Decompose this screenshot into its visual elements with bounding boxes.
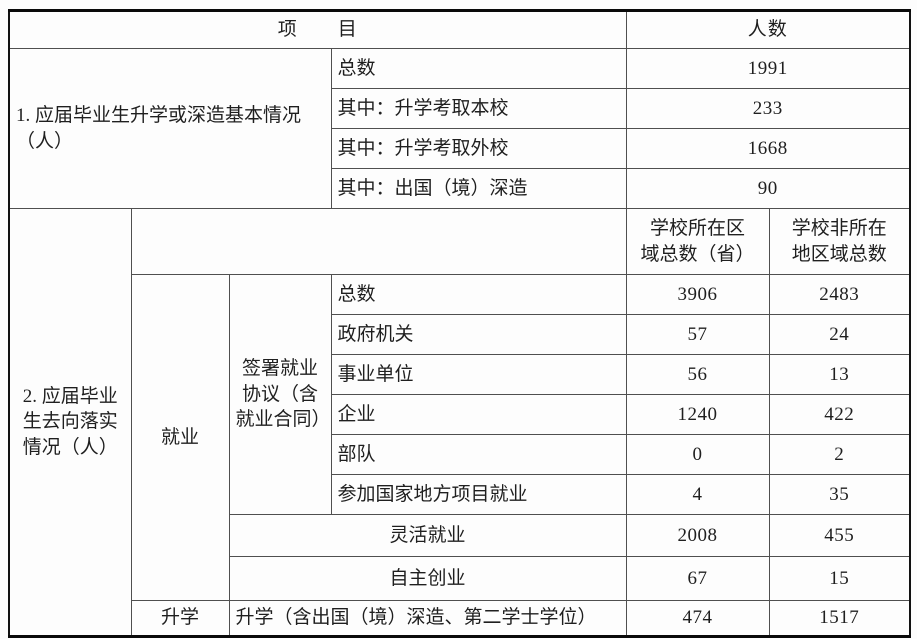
row-label: 参加国家地方项目就业: [330, 474, 627, 515]
row-value-nonlocal: 2: [768, 434, 911, 475]
row-label: 其中：升学考取本校: [330, 88, 627, 129]
column-header-item: 项 目: [8, 10, 627, 49]
further-study-category-label: 升学: [130, 600, 230, 637]
row-value-nonlocal: 1517: [768, 600, 911, 637]
column-header-count: 人数: [625, 10, 911, 49]
table-row: 企业 1240 422: [9, 394, 911, 435]
section2-label: 2. 应届毕业生去向落实情况（人）: [8, 208, 132, 637]
row-value-nonlocal: 13: [768, 354, 911, 395]
table-row: 事业单位 56 13: [9, 354, 911, 395]
agreement-category-label: 签署就业协议（含就业合同）: [228, 274, 332, 515]
row-label: 总数: [330, 48, 627, 89]
row-label-flexible-employment: 灵活就业: [228, 514, 627, 557]
table-row: 政府机关 57 24: [9, 314, 911, 355]
column-header-local-line2: 域总数（省）: [640, 243, 755, 265]
row-label: 其中：升学考取外校: [330, 128, 627, 169]
row-label: 总数: [330, 274, 627, 315]
row-value-local: 56: [625, 354, 770, 395]
table-row: 部队 0 2: [9, 434, 911, 475]
row-label: 企业: [330, 394, 627, 435]
row-label: 其中：出国（境）深造: [330, 168, 627, 209]
table-row: 就业 签署就业协议（含就业合同） 总数 3906 2483: [9, 274, 911, 601]
column-header-local-total: 学校所在区 域总数（省）: [625, 208, 770, 275]
row-value-local: 1240: [625, 394, 770, 435]
row-value-nonlocal: 24: [768, 314, 911, 355]
table-row: 参加国家地方项目就业 4 35: [9, 474, 911, 515]
graduate-statistics-table: 项 目 人数 1. 应届毕业生升学或深造基本情况（人） 总数 1991 其中：升…: [8, 9, 912, 638]
row-label: 事业单位: [330, 354, 627, 395]
row-value-local: 57: [625, 314, 770, 355]
row-value-local: 4: [625, 474, 770, 515]
row-label: 政府机关: [330, 314, 627, 355]
row-label-self-employed: 自主创业: [228, 556, 627, 601]
section2-subheader-row: 2. 应届毕业生去向落实情况（人） 学校所在区 域总数（省） 学校非所在 地区域…: [8, 208, 911, 637]
table-row: 升学 升学（含出国（境）深造、第二学士学位） 474 1517: [9, 600, 911, 637]
row-value-local: 0: [625, 434, 770, 475]
row-value-nonlocal: 422: [768, 394, 911, 435]
row-value: 90: [625, 168, 911, 209]
column-header-nonlocal-line1: 学校非所在: [791, 217, 887, 239]
row-value-local: 2008: [625, 514, 770, 557]
table-header-row: 项 目 人数: [8, 10, 911, 49]
row-label-further-study: 升学（含出国（境）深造、第二学士学位）: [228, 600, 627, 637]
column-header-nonlocal-total: 学校非所在 地区域总数: [768, 208, 911, 275]
row-value-local: 474: [625, 600, 770, 637]
row-label: 部队: [330, 434, 627, 475]
row-value: 233: [625, 88, 911, 129]
row-value-nonlocal: 455: [768, 514, 911, 557]
table-row: 1. 应届毕业生升学或深造基本情况（人） 总数 1991: [8, 48, 911, 209]
column-header-nonlocal-line2: 地区域总数: [791, 243, 887, 265]
row-value: 1668: [625, 128, 911, 169]
table-row: 其中：升学考取外校 1668: [9, 128, 911, 169]
row-value-nonlocal: 15: [768, 556, 911, 601]
row-value-nonlocal: 2483: [768, 274, 911, 315]
empty-cell: [130, 208, 627, 275]
row-value-nonlocal: 35: [768, 474, 911, 515]
row-value: 1991: [625, 48, 911, 89]
section1-label: 1. 应届毕业生升学或深造基本情况（人）: [8, 48, 332, 209]
table-row: 其中：出国（境）深造 90: [9, 168, 911, 209]
table-row: 其中：升学考取本校 233: [9, 88, 911, 129]
row-value-local: 3906: [625, 274, 770, 315]
table-row: 灵活就业 2008 455: [9, 514, 911, 557]
column-header-local-line1: 学校所在区: [650, 217, 746, 239]
employment-category-label: 就业: [130, 274, 230, 601]
row-value-local: 67: [625, 556, 770, 601]
